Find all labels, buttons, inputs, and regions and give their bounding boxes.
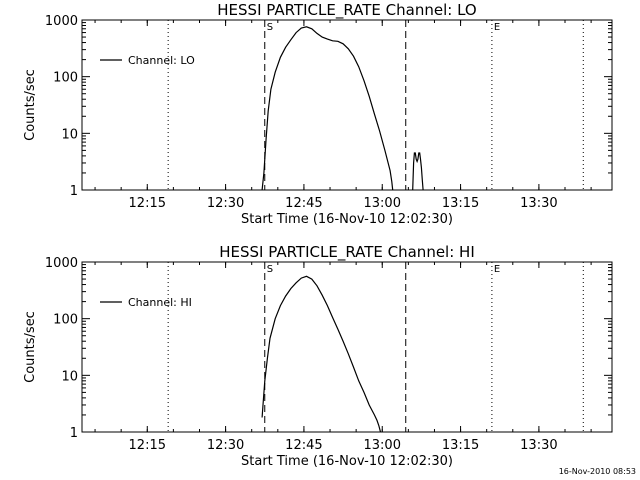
series-line: [412, 152, 424, 191]
x-tick-label: 13:15: [442, 438, 479, 453]
x-tick-label: 13:30: [520, 196, 557, 211]
chart-title: HESSI PARTICLE_RATE Channel: LO: [217, 1, 476, 20]
series-line: [261, 26, 394, 191]
x-tick-label: 12:30: [207, 438, 244, 453]
y-tick-label: 1000: [45, 14, 78, 29]
marker-label: E: [494, 264, 500, 275]
x-tick-label: 12:30: [207, 196, 244, 211]
marker-label: S: [267, 22, 273, 33]
y-tick-label: 100: [53, 313, 78, 328]
y-tick-label: 1000: [45, 256, 78, 271]
y-tick-label: 1: [70, 184, 78, 199]
x-tick-label: 12:15: [129, 196, 166, 211]
x-axis-label: Start Time (16-Nov-10 12:02:30): [241, 212, 453, 227]
x-axis-label: Start Time (16-Nov-10 12:02:30): [241, 454, 453, 469]
y-tick-label: 100: [53, 71, 78, 86]
series-line: [261, 275, 382, 433]
x-tick-label: 12:45: [285, 196, 322, 211]
legend-label: Channel: HI: [128, 296, 192, 309]
x-tick-label: 13:15: [442, 196, 479, 211]
y-tick-label: 10: [61, 369, 78, 384]
marker-label: S: [267, 264, 273, 275]
chart-panel-1: HESSI PARTICLE_RATE Channel: LO S E 12:15 12…: [23, 1, 613, 227]
chart-title: HESSI PARTICLE_RATE Channel: HI: [219, 243, 475, 262]
generated-timestamp: 16-Nov-2010 08:53: [559, 467, 636, 476]
y-tick-label: 10: [61, 127, 78, 142]
y-axis-label: Counts/sec: [23, 69, 38, 141]
x-tick-label: 13:00: [364, 438, 401, 453]
chart-panel-2: HESSI PARTICLE_RATE Channel: HI S E 12:15 12…: [23, 243, 613, 469]
plot-frame: [81, 19, 613, 191]
plot-frame: [81, 261, 613, 433]
x-tick-label: 13:30: [520, 438, 557, 453]
legend-label: Channel: LO: [128, 54, 195, 67]
x-tick-label: 12:15: [129, 438, 166, 453]
x-tick-label: 12:45: [285, 438, 322, 453]
y-axis-label: Counts/sec: [23, 311, 38, 383]
y-tick-label: 1: [70, 426, 78, 441]
x-tick-label: 13:00: [364, 196, 401, 211]
marker-label: E: [494, 22, 500, 33]
